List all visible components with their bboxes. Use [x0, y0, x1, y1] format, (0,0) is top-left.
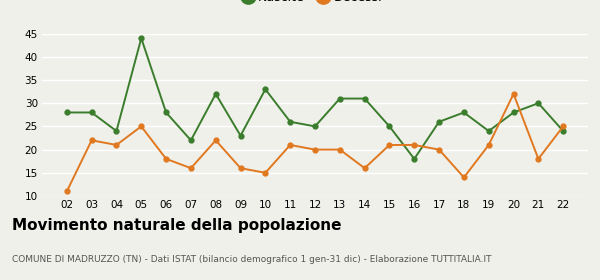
- Nascite: [63, 111, 70, 114]
- Nascite: [386, 125, 393, 128]
- Decessi: [212, 139, 220, 142]
- Nascite: [560, 129, 567, 133]
- Decessi: [410, 143, 418, 147]
- Decessi: [187, 167, 194, 170]
- Nascite: [436, 120, 443, 123]
- Decessi: [137, 125, 145, 128]
- Nascite: [237, 134, 244, 137]
- Decessi: [336, 148, 343, 151]
- Decessi: [287, 143, 294, 147]
- Nascite: [510, 111, 517, 114]
- Decessi: [237, 167, 244, 170]
- Line: Decessi: Decessi: [64, 92, 566, 194]
- Decessi: [560, 125, 567, 128]
- Decessi: [510, 92, 517, 95]
- Nascite: [113, 129, 120, 133]
- Line: Nascite: Nascite: [64, 36, 566, 161]
- Decessi: [386, 143, 393, 147]
- Nascite: [361, 97, 368, 100]
- Decessi: [113, 143, 120, 147]
- Nascite: [187, 139, 194, 142]
- Nascite: [88, 111, 95, 114]
- Decessi: [311, 148, 319, 151]
- Nascite: [410, 157, 418, 160]
- Nascite: [460, 111, 467, 114]
- Nascite: [163, 111, 170, 114]
- Nascite: [311, 125, 319, 128]
- Decessi: [460, 176, 467, 179]
- Nascite: [137, 37, 145, 40]
- Decessi: [436, 148, 443, 151]
- Nascite: [485, 129, 493, 133]
- Nascite: [535, 102, 542, 105]
- Decessi: [63, 190, 70, 193]
- Nascite: [336, 97, 343, 100]
- Text: COMUNE DI MADRUZZO (TN) - Dati ISTAT (bilancio demografico 1 gen-31 dic) - Elabo: COMUNE DI MADRUZZO (TN) - Dati ISTAT (bi…: [12, 255, 491, 264]
- Legend: Nascite, Decessi: Nascite, Decessi: [248, 0, 382, 4]
- Nascite: [262, 88, 269, 91]
- Decessi: [361, 167, 368, 170]
- Decessi: [262, 171, 269, 174]
- Decessi: [163, 157, 170, 160]
- Text: Movimento naturale della popolazione: Movimento naturale della popolazione: [12, 218, 341, 234]
- Decessi: [88, 139, 95, 142]
- Decessi: [485, 143, 493, 147]
- Nascite: [212, 92, 220, 95]
- Decessi: [535, 157, 542, 160]
- Nascite: [287, 120, 294, 123]
